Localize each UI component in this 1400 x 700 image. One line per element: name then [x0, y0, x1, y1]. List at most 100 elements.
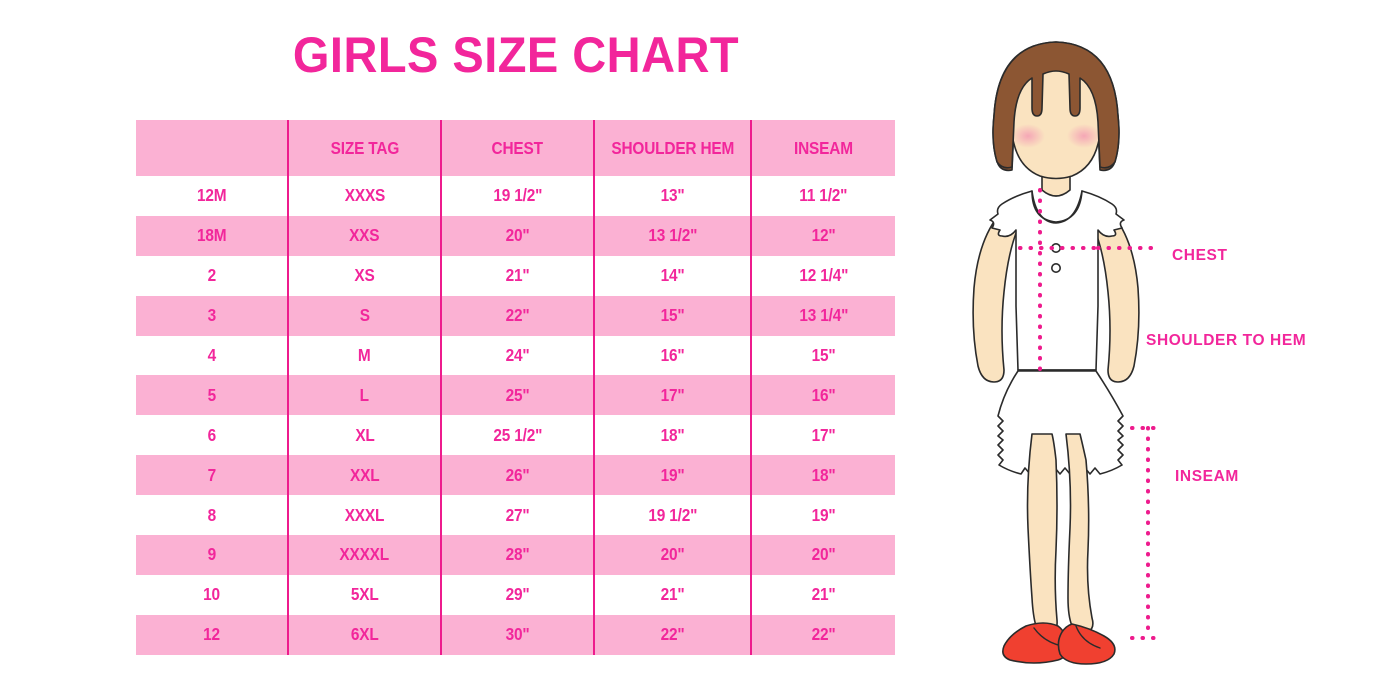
cell-chest: 29" — [440, 574, 594, 615]
hair-front — [992, 41, 1120, 169]
cell-size-tag: M — [287, 335, 441, 376]
label-shoulder-to-hem: SHOULDER TO HEM — [1146, 332, 1307, 349]
cell-size: 8 — [136, 495, 288, 536]
cell-size: 18M — [136, 215, 288, 256]
table-row: 12M XXXS 19 1/2" 13" 11 1/2" — [136, 176, 895, 216]
cell-size-tag: XXL — [287, 455, 441, 496]
table-body: 12M XXXS 19 1/2" 13" 11 1/2" 18M XXS 20" 13 1/2"… — [136, 176, 895, 655]
size-table-container: SIZE TAG CHEST SHOULDER HEM INSEAM 12M XX… — [136, 120, 895, 655]
cell-inseam: 20" — [750, 535, 895, 575]
table-row: 7 XXL 26" 19" 18" — [136, 455, 895, 496]
table-row: 18M XXS 20" 13 1/2" 12" — [136, 215, 895, 256]
neckline — [1031, 190, 1083, 224]
cell-size-tag: 6XL — [287, 614, 441, 655]
cell-shoulder-hem: 22" — [593, 614, 751, 655]
cell-size: 6 — [136, 415, 288, 456]
cell-size-tag: S — [287, 295, 441, 336]
cell-shoulder-hem: 19" — [593, 455, 751, 496]
cell-shoulder-hem: 16" — [593, 335, 751, 376]
arm-left — [972, 215, 1019, 383]
cell-inseam: 17" — [750, 415, 895, 456]
column-header-inseam: INSEAM — [750, 120, 895, 176]
cell-shoulder-hem: 18" — [593, 415, 751, 456]
leg-left — [1026, 433, 1058, 636]
cell-inseam: 12" — [750, 215, 895, 256]
table-row: 5 L 25" 17" 16" — [136, 375, 895, 416]
cell-chest: 20" — [440, 215, 594, 256]
table-row: 8 XXXL 27" 19 1/2" 19" — [136, 495, 895, 536]
cell-shoulder-hem: 15" — [593, 295, 751, 336]
cell-shoulder-hem: 20" — [593, 535, 751, 575]
label-inseam: INSEAM — [1175, 468, 1239, 485]
cell-chest: 27" — [440, 495, 594, 536]
cell-size: 7 — [136, 455, 288, 496]
shoe-right — [1057, 623, 1116, 665]
cell-size-tag: XXXL — [287, 495, 441, 536]
table-header-row: SIZE TAG CHEST SHOULDER HEM INSEAM — [136, 120, 895, 176]
cell-shoulder-hem: 14" — [593, 255, 751, 296]
blush-right — [1067, 124, 1101, 148]
table-row: 12 6XL 30" 22" 22" — [136, 614, 895, 655]
arm-right — [1093, 215, 1140, 383]
size-table: SIZE TAG CHEST SHOULDER HEM INSEAM 12M XX… — [136, 120, 895, 655]
table-row: 4 M 24" 16" 15" — [136, 335, 895, 376]
button-bottom — [1051, 263, 1062, 274]
cell-inseam: 21" — [750, 574, 895, 615]
cell-shoulder-hem: 13" — [593, 176, 751, 216]
cell-size-tag: 5XL — [287, 574, 441, 615]
cell-chest: 26" — [440, 455, 594, 496]
table-row: 10 5XL 29" 21" 21" — [136, 574, 895, 615]
cell-inseam: 22" — [750, 614, 895, 655]
cell-shoulder-hem: 13 1/2" — [593, 215, 751, 256]
cell-size-tag: XXS — [287, 215, 441, 256]
top-garment — [989, 190, 1125, 371]
cell-size: 12M — [136, 176, 288, 216]
table-header: SIZE TAG CHEST SHOULDER HEM INSEAM — [136, 120, 895, 176]
cell-chest: 28" — [440, 535, 594, 575]
cell-chest: 30" — [440, 614, 594, 655]
cell-size-tag: XL — [287, 415, 441, 456]
shoe-left — [1002, 622, 1070, 664]
cell-inseam: 12 1/4" — [750, 255, 895, 296]
cell-size: 4 — [136, 335, 288, 376]
cell-chest: 21" — [440, 255, 594, 296]
column-header-size — [136, 120, 288, 176]
girl-illustration — [940, 30, 1400, 670]
cell-shoulder-hem: 19 1/2" — [593, 495, 751, 536]
cell-inseam: 13 1/4" — [750, 295, 895, 336]
cell-size-tag: XXXS — [287, 176, 441, 216]
cell-inseam: 18" — [750, 455, 895, 496]
cell-size: 2 — [136, 255, 288, 296]
cell-size: 10 — [136, 574, 288, 615]
cell-shoulder-hem: 21" — [593, 574, 751, 615]
shoe-right-strap — [1075, 625, 1101, 649]
cell-size: 12 — [136, 614, 288, 655]
cell-chest: 25" — [440, 375, 594, 416]
cell-chest: 22" — [440, 295, 594, 336]
cell-chest: 19 1/2" — [440, 176, 594, 216]
cell-shoulder-hem: 17" — [593, 375, 751, 416]
column-header-chest: CHEST — [440, 120, 594, 176]
cell-chest: 25 1/2" — [440, 415, 594, 456]
column-header-size-tag: SIZE TAG — [287, 120, 441, 176]
table-row: 9 XXXXL 28" 20" 20" — [136, 535, 895, 575]
table-row: 3 S 22" 15" 13 1/4" — [136, 295, 895, 336]
cell-inseam: 19" — [750, 495, 895, 536]
cell-inseam: 16" — [750, 375, 895, 416]
table-row: 6 XL 25 1/2" 18" 17" — [136, 415, 895, 456]
cell-size: 5 — [136, 375, 288, 416]
cell-size-tag: XXXXL — [287, 535, 441, 575]
cell-inseam: 11 1/2" — [750, 176, 895, 216]
label-chest: CHEST — [1172, 247, 1228, 264]
cell-chest: 24" — [440, 335, 594, 376]
skirt-bloomer — [997, 370, 1124, 475]
blush-left — [1011, 124, 1045, 148]
table-row: 2 XS 21" 14" 12 1/4" — [136, 255, 895, 296]
cell-size: 3 — [136, 295, 288, 336]
column-header-shoulder-hem: SHOULDER HEM — [593, 120, 751, 176]
cell-inseam: 15" — [750, 335, 895, 376]
page-title: GIRLS SIZE CHART — [292, 27, 740, 83]
cell-size: 9 — [136, 535, 288, 575]
cell-size-tag: L — [287, 375, 441, 416]
